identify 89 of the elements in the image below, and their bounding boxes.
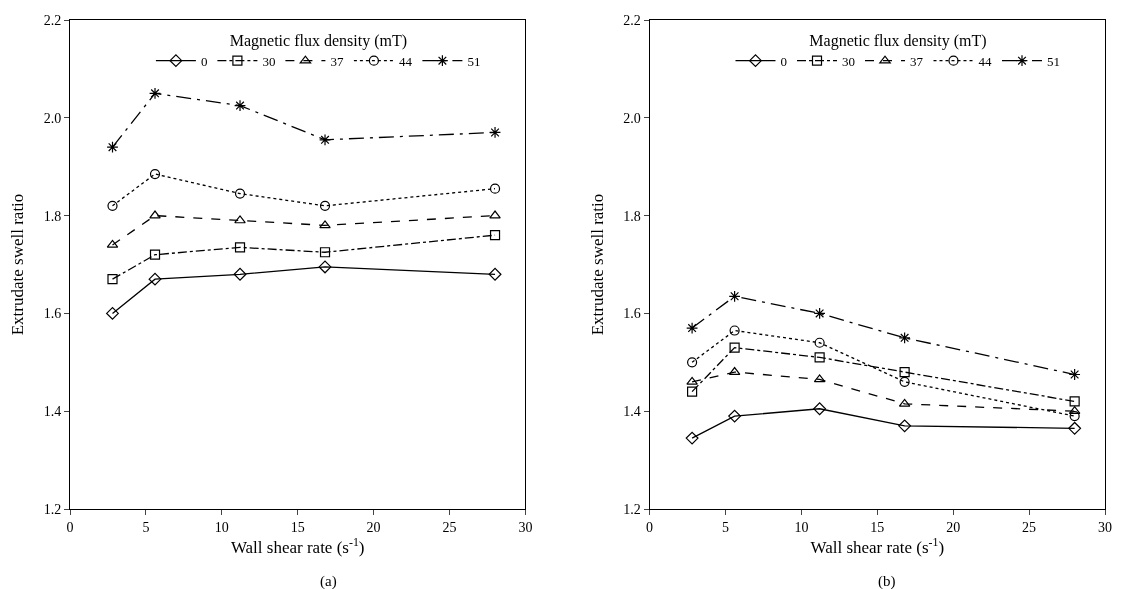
y-tick-label: 2.0 [43,110,62,126]
legend-label: 51 [1047,53,1060,69]
point [319,200,331,211]
point [686,376,698,385]
x-tick-label: 10 [214,519,229,535]
point [318,260,332,274]
point [728,409,742,423]
point [489,230,501,241]
point [234,242,246,253]
legend-label: 30 [842,53,855,69]
point [319,247,331,258]
y-tick-label: 2.2 [43,12,62,28]
y-tick-label: 1.2 [43,501,62,517]
point [106,306,119,320]
point [1068,421,1082,435]
legend-title: Magnetic flux density (mT) [809,31,987,50]
y-tick-label: 1.4 [623,404,641,420]
point [106,141,119,154]
legend-label: 37 [330,53,344,69]
point [686,322,699,335]
x-tick-label: 10 [794,519,809,535]
point [729,325,740,336]
legend-label: 44 [978,53,992,69]
x-tick-label: 15 [290,519,305,535]
x-tick-label: 30 [518,519,533,535]
x-tick-label: 0 [646,519,654,535]
x-tick-label: 25 [442,519,457,535]
point [1069,396,1080,407]
point [687,386,698,397]
legend-label: 0 [200,53,208,69]
x-axis-title: Wall shear rate (s$^{-1}$) [230,534,365,557]
point [685,431,699,445]
point [148,272,162,286]
x-tick-label: 0 [66,519,74,535]
point [149,210,161,219]
legend-label: 44 [398,53,413,69]
point [1068,368,1081,381]
y-tick-label: 1.2 [623,501,641,517]
point [729,342,740,353]
point [814,352,825,363]
point [899,366,910,378]
point [488,267,502,281]
point [319,133,332,146]
point [107,274,118,285]
point [149,87,162,100]
x-tick-label: 30 [1098,519,1112,535]
legend-label: 30 [262,53,276,69]
y-tick-label: 1.8 [43,208,62,224]
point [233,267,247,281]
point [814,337,825,348]
point [1069,410,1080,422]
x-tick-label: 15 [870,519,885,535]
point [813,307,826,320]
point [489,126,502,139]
x-tick-label: 20 [946,519,961,535]
point [234,215,246,224]
point [234,188,246,199]
point [489,210,501,219]
point [898,331,911,344]
text: (a) [320,573,337,589]
text: (b) [878,573,896,589]
legend-title: Magnetic flux density (mT) [229,31,408,50]
x-tick-label: 5 [722,519,729,535]
point [319,220,331,229]
point [107,200,118,211]
point [898,419,912,433]
y-tick-label: 2.2 [623,12,641,28]
point [728,290,741,303]
y-tick-label: 1.6 [623,306,641,322]
point [149,249,161,260]
x-tick-label: 25 [1022,519,1037,535]
x-tick-label: 5 [142,519,150,535]
y-tick-label: 1.8 [623,208,641,224]
point [899,376,910,387]
x-axis-title: Wall shear rate (s$^{-1}$) [810,534,945,557]
y-axis-title: Extrudate swell ratio [587,193,607,336]
x-tick-label: 20 [366,519,381,535]
point [489,183,501,194]
legend-label: 37 [910,53,924,69]
point [687,357,698,368]
y-tick-label: 1.6 [43,306,62,322]
y-tick-label: 2.0 [623,110,641,126]
y-axis-title: Extrudate swell ratio [8,193,28,336]
legend-label: 0 [780,53,787,69]
point [234,99,247,112]
point [813,402,827,416]
point [149,168,161,180]
legend-label: 51 [467,53,481,69]
y-tick-label: 1.4 [43,404,62,420]
